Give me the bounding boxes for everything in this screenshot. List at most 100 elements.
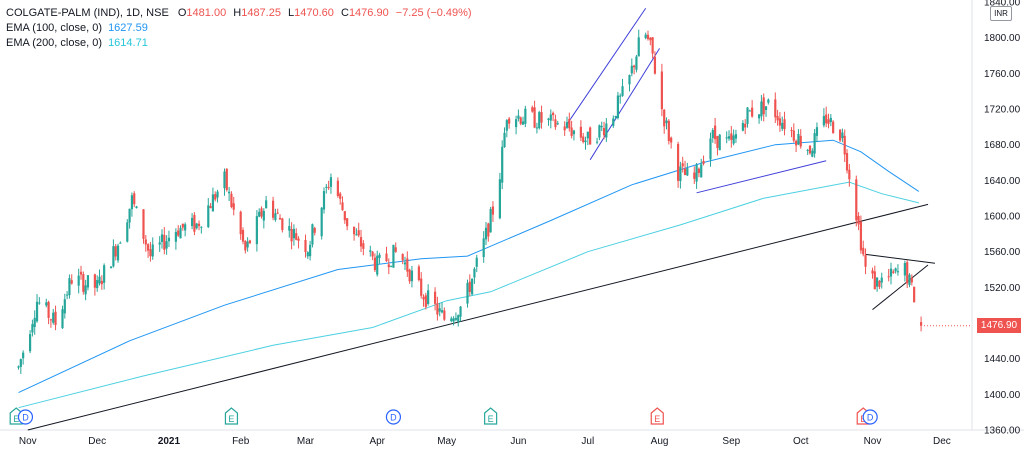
candle-body — [746, 107, 749, 124]
trend-line[interactable] — [27, 203, 929, 431]
candle-body — [225, 168, 228, 190]
y-tick-label: 1560.00 — [984, 247, 1021, 258]
candle-body — [66, 294, 69, 296]
y-tick-label: 1840.00 — [984, 0, 1021, 9]
channel-line[interactable] — [566, 7, 647, 125]
candle-body — [848, 169, 851, 180]
candle-body — [764, 106, 768, 110]
candle-body — [628, 75, 631, 85]
x-tick-label: Nov — [864, 436, 882, 447]
ema100-value: 1627.59 — [108, 22, 148, 34]
dividend-marker[interactable] — [385, 409, 402, 425]
currency-badge[interactable]: INR — [990, 6, 1012, 21]
x-tick-label: Nov — [19, 436, 37, 447]
x-tick-label: Oct — [793, 436, 809, 447]
candle-body — [341, 202, 344, 211]
candle-body — [491, 206, 495, 215]
trend-line[interactable] — [865, 253, 936, 264]
candle-body — [278, 217, 282, 220]
x-tick-label: 2021 — [158, 436, 181, 447]
channel-line[interactable] — [589, 48, 660, 161]
candle-body — [96, 280, 99, 289]
candle-body — [554, 119, 557, 128]
open-label: O — [177, 7, 187, 19]
x-tick-label: Jul — [581, 436, 594, 447]
candle-body — [142, 209, 145, 239]
candle-body — [498, 179, 501, 219]
candle-body — [549, 114, 552, 121]
candle-body — [195, 223, 198, 229]
ema200-row: EMA (200, close, 0) 1614.71 — [6, 36, 472, 51]
candle-body — [718, 134, 721, 151]
earnings-marker[interactable] — [484, 407, 498, 425]
candle-body — [197, 223, 201, 227]
candle-body — [797, 133, 800, 145]
candle-body — [114, 246, 117, 257]
x-tick-label: May — [437, 436, 456, 447]
candle-body — [570, 127, 573, 137]
dividend-marker[interactable] — [862, 409, 878, 425]
y-tick-label: 1360.00 — [984, 426, 1021, 437]
candle-body — [459, 306, 462, 317]
candle-body — [228, 191, 231, 194]
candle-body — [864, 254, 867, 267]
candle-body — [741, 123, 744, 131]
earnings-marker[interactable] — [650, 407, 664, 425]
candle-body — [521, 121, 525, 125]
ema200-label: EMA (200, close, 0) — [6, 37, 102, 49]
candle-body — [829, 117, 832, 123]
candle-body — [160, 234, 164, 243]
candle-body — [487, 223, 490, 237]
candle-body — [616, 95, 620, 119]
candle-body — [70, 280, 73, 284]
candle-body — [93, 274, 96, 288]
candle-body — [174, 231, 177, 242]
candle-body — [387, 264, 390, 268]
candle-body — [815, 127, 819, 136]
earnings-marker[interactable] — [224, 407, 239, 425]
candle-body — [457, 315, 460, 322]
candle-body — [832, 121, 835, 134]
candle-body — [320, 207, 323, 237]
candle-body — [100, 280, 103, 285]
candle-body — [438, 308, 441, 312]
dividend-marker[interactable] — [17, 409, 34, 425]
candle-body — [179, 227, 182, 239]
candle-body — [167, 237, 171, 242]
candle-body — [811, 150, 814, 157]
candle-body — [147, 244, 150, 251]
candle-body — [806, 150, 809, 152]
candle-body — [878, 280, 881, 287]
candle-body — [309, 244, 312, 257]
low-label: L — [288, 7, 295, 19]
candle-body — [290, 228, 293, 242]
candle-body — [276, 212, 279, 214]
candle-body — [538, 112, 541, 129]
candle-body — [757, 114, 761, 119]
candle-body — [906, 262, 909, 284]
candle-body — [420, 278, 423, 296]
candle-body — [473, 268, 476, 278]
candle-body — [262, 210, 265, 221]
candle-body — [679, 166, 682, 182]
candle-body — [165, 241, 168, 249]
candle-body — [748, 110, 751, 112]
candle-body — [77, 275, 80, 286]
candle-body — [265, 200, 268, 209]
candle-body — [873, 271, 876, 290]
candle-body — [19, 359, 22, 367]
y-tick-label: 1640.00 — [984, 176, 1021, 187]
candle-body — [422, 296, 425, 300]
candle-body — [517, 115, 520, 119]
candle-body — [825, 114, 828, 124]
trend-line[interactable] — [872, 264, 929, 311]
candle-body — [151, 244, 154, 257]
candle-body — [693, 172, 696, 179]
candle-body — [297, 238, 300, 241]
candle-body — [35, 301, 39, 322]
channel-line[interactable] — [696, 160, 827, 194]
candle-body — [887, 276, 890, 278]
candle-body — [586, 131, 589, 139]
